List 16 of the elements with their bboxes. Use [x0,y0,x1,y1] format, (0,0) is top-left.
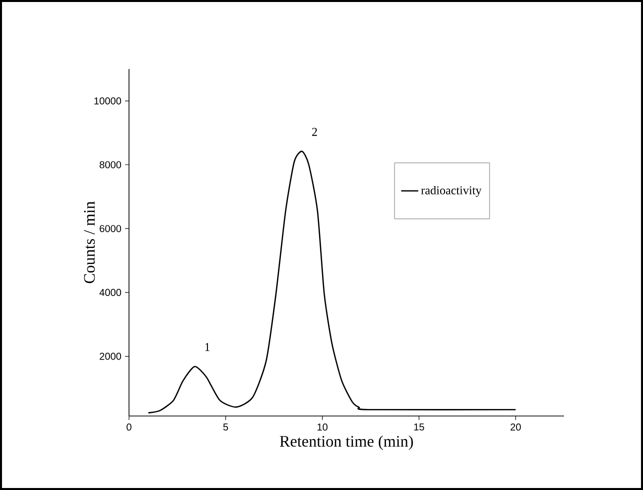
y-tick-label: 10000 [94,97,122,104]
y-tick-label: 8000 [100,161,122,168]
legend-label: radioactivity [421,186,482,197]
y-tick-label: 2000 [100,352,122,360]
annotation: 1 [205,343,210,351]
x-tick-label: 10 [318,424,328,431]
x-tick-label: 0 [126,424,132,431]
y-tick-label: 6000 [100,225,122,232]
annotation: 2 [312,128,317,136]
line-series [148,150,516,414]
y-tick-label: 4000 [99,288,122,296]
x-tick-label: 15 [414,424,424,430]
x-tick-label: 5 [223,424,228,430]
y-axis-title: Counts / min [84,201,95,284]
x-tick-label: 20 [510,424,521,431]
x-axis-title: Retention time (min) [280,435,413,450]
